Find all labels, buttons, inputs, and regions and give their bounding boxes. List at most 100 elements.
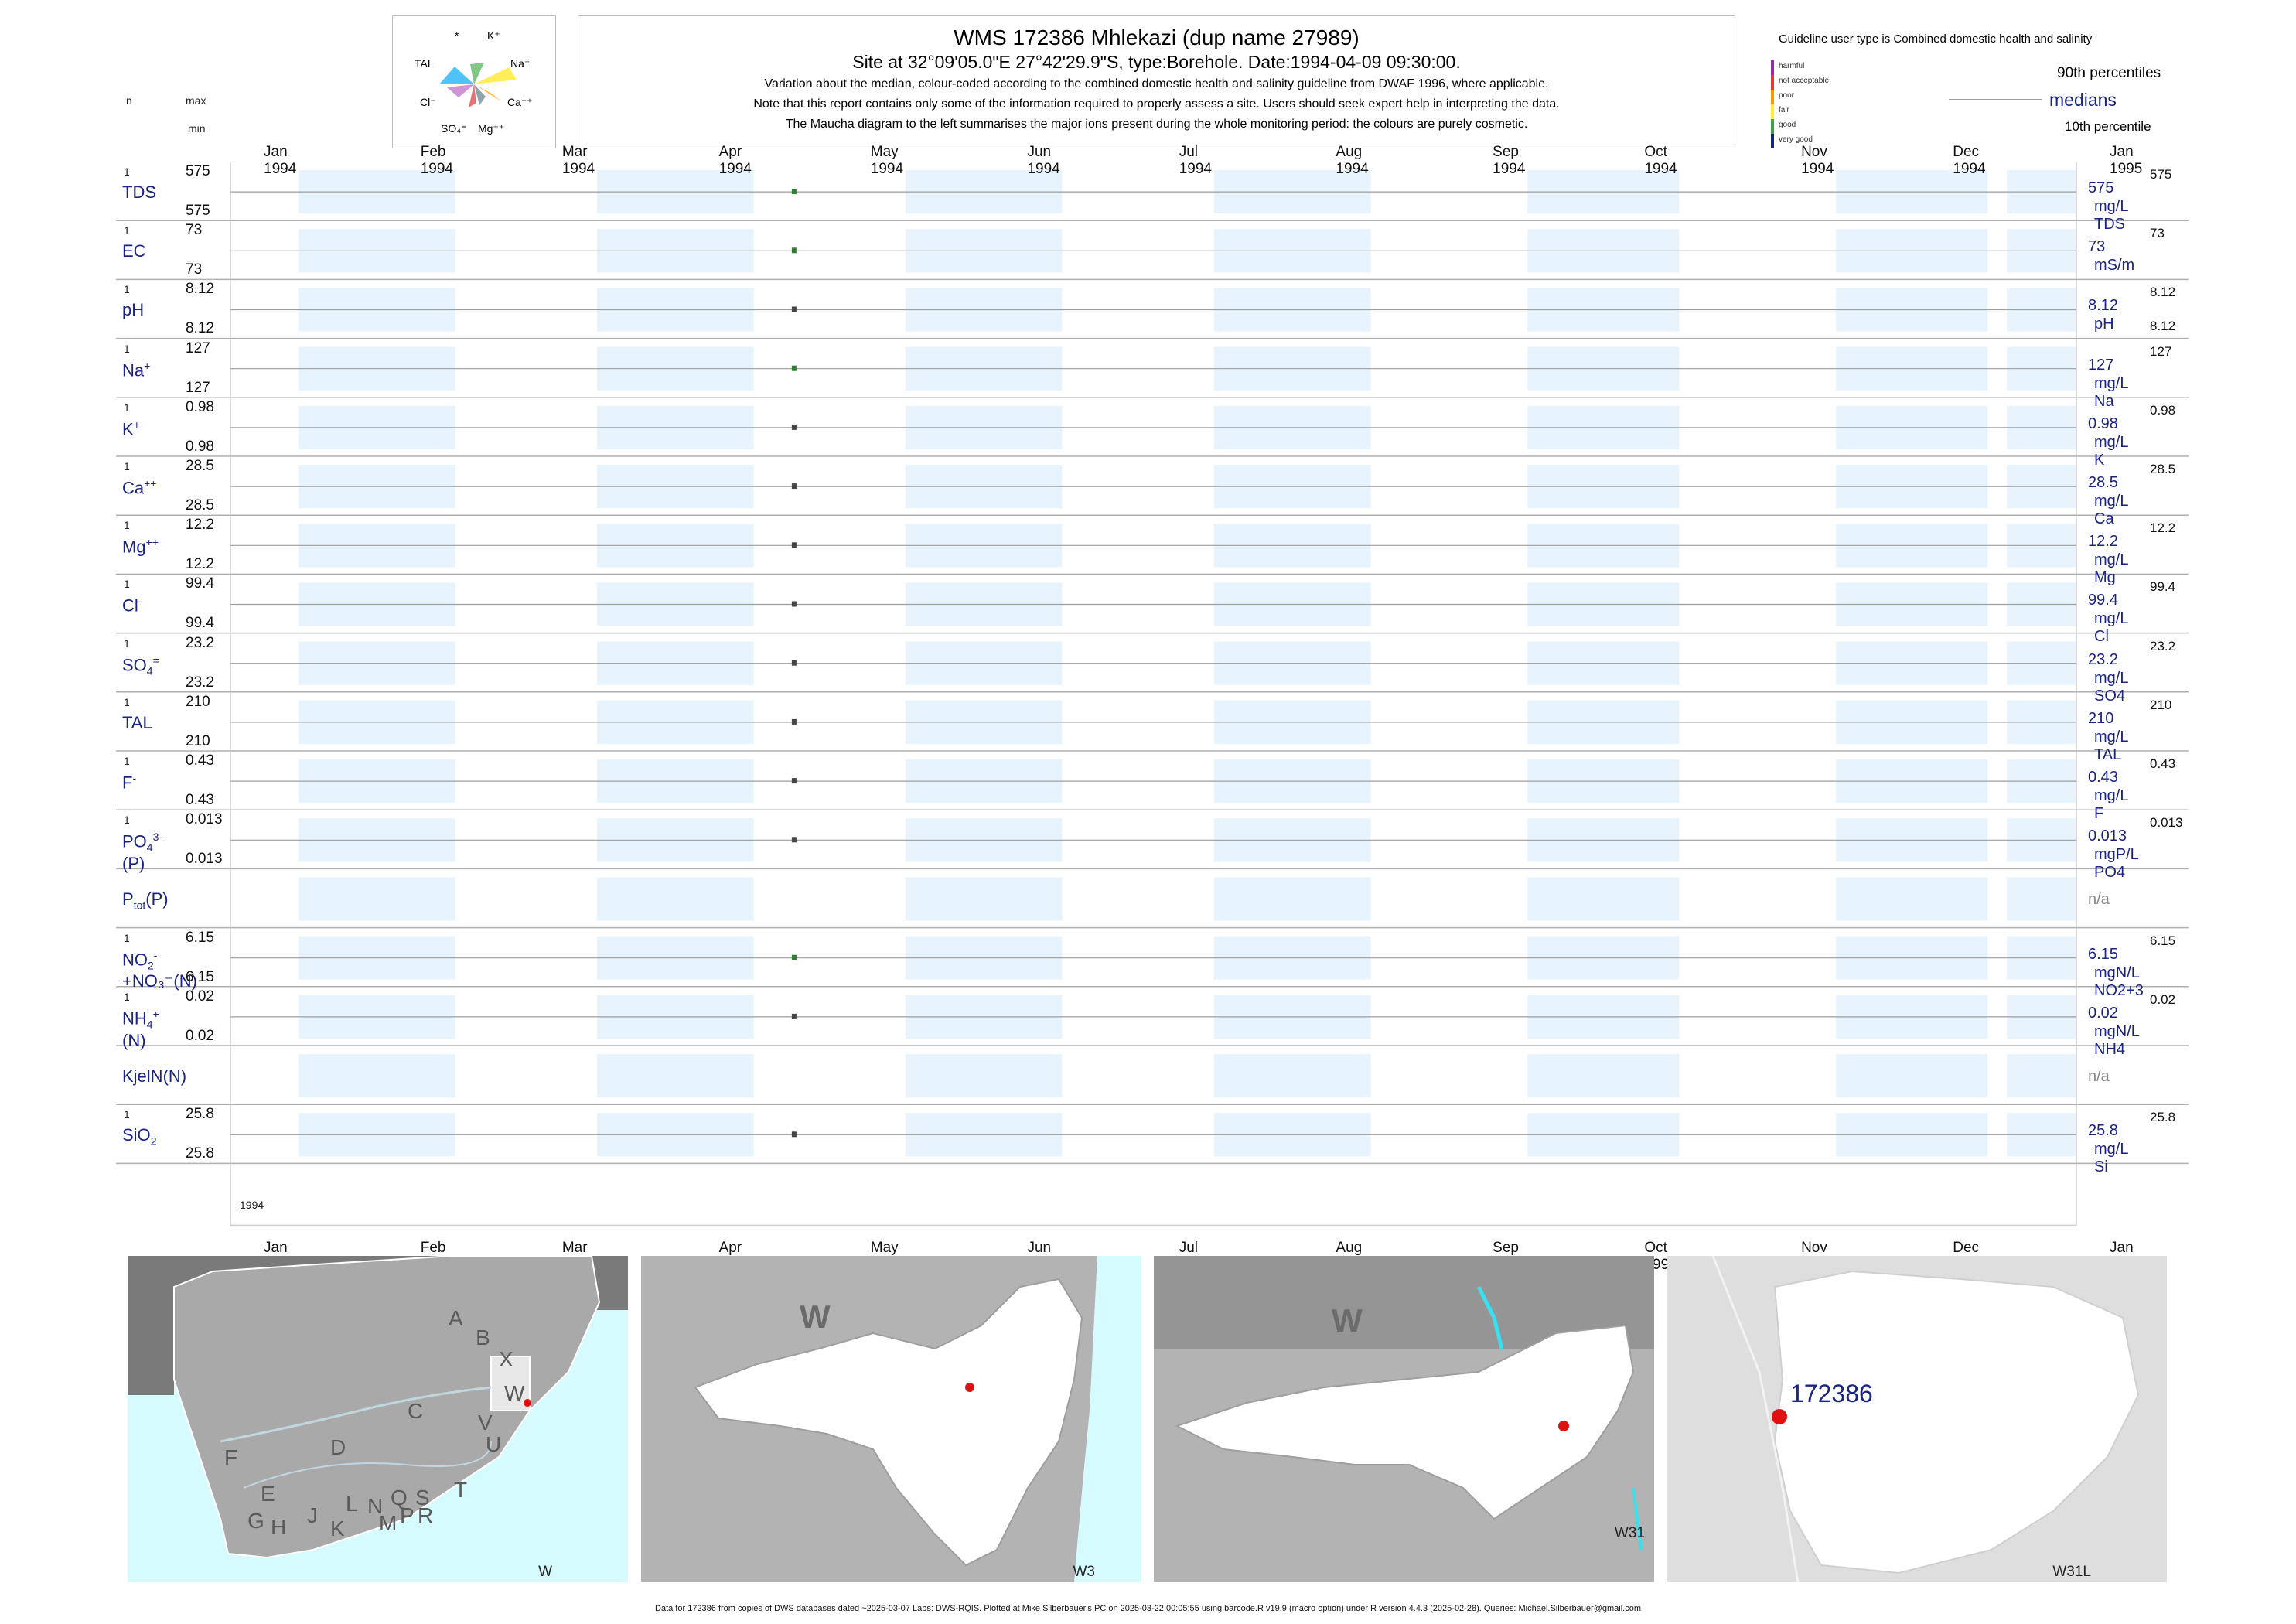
p90-label: 90th percentiles (2057, 65, 2161, 81)
month-label-top: Feb 1994 (420, 144, 453, 177)
description-line: Note that this report contains only some… (753, 97, 1560, 111)
max-value: 25.8 (186, 1106, 214, 1123)
map-region-label: B (476, 1325, 490, 1349)
max-value: 575 (186, 163, 210, 179)
guideline-title: Guideline user type is Combined domestic… (1779, 32, 2093, 46)
max-value: 23.2 (186, 634, 214, 651)
maucha-label: * (455, 29, 459, 42)
median-value: 0.013 (2088, 827, 2127, 845)
map-region-label: A (449, 1306, 463, 1330)
month-shade (1527, 1054, 1680, 1098)
parameter-label: Na+ (122, 360, 150, 380)
month-label-top: May 1994 (870, 144, 904, 177)
min-value: 25.8 (186, 1145, 214, 1162)
sample-point (791, 247, 797, 254)
sample-point (791, 189, 797, 195)
p90-value: 0.02 (2150, 991, 2176, 1007)
unit-label: mg/L Mg (2094, 551, 2128, 587)
sample-count: 1 (124, 283, 130, 296)
map-w31-svg (1154, 1256, 1654, 1551)
parameter-label: SO4= (122, 654, 159, 677)
map-region-label: F (224, 1445, 238, 1469)
sample-count: 1 (124, 519, 130, 532)
parameter-label: KjelN(N) (122, 1066, 186, 1087)
min-value: 8.12 (186, 320, 214, 337)
maucha-diagram: * K⁺ TAL Na⁺ Cl⁻ Ca⁺⁺ SO₄⁼ Mg⁺⁺ (392, 15, 556, 148)
max-value: 99.4 (186, 575, 214, 592)
p90-value: 25.8 (2150, 1110, 2176, 1125)
unit-label: mS/m (2094, 257, 2135, 275)
sample-point (791, 306, 797, 312)
parameter-label: EC (122, 241, 146, 261)
month-shade (1527, 877, 1680, 921)
map-region-label: M (379, 1511, 397, 1535)
description-line: Variation about the median, colour-coded… (764, 77, 1549, 90)
median-value: 0.02 (2088, 1004, 2118, 1022)
unit-label: mg/L SO4 (2094, 669, 2128, 705)
description-line: The Maucha diagram to the left summarise… (785, 118, 1528, 131)
parameter-superscript: ++ (145, 536, 159, 549)
month-label-top: Oct 1994 (1644, 144, 1677, 177)
median-value: 8.12 (2088, 297, 2118, 315)
maucha-segment-mg (474, 84, 486, 105)
min-value: 0.43 (186, 792, 214, 808)
min-header: min (188, 122, 206, 135)
parameter-name: TDS (122, 183, 156, 202)
sample-point (791, 483, 797, 490)
parameter-name: KjelN(N) (122, 1066, 187, 1086)
p90-value: 0.43 (2150, 756, 2176, 771)
map-region-label: Q (391, 1486, 408, 1510)
site-info: Site at 32°09'05.0"E 27°42'29.9"S, type:… (852, 52, 1461, 72)
median-value: 28.5 (2088, 474, 2118, 491)
sample-count: 1 (124, 165, 130, 178)
map-big-label: W (800, 1298, 831, 1335)
parameter-superscript: - (153, 948, 158, 961)
map-w3-svg (694, 1256, 1141, 1582)
map-w31l: 172386 W31L (1667, 1256, 2167, 1582)
median-value: 73 (2088, 238, 2106, 256)
guideline-level-label: very good (1779, 135, 1813, 144)
parameter-name: NO (122, 949, 148, 969)
sample-point (791, 778, 797, 784)
year-label: 1994- (240, 1199, 268, 1212)
map-region-label: K (330, 1517, 345, 1540)
maucha-label: SO₄⁼ (441, 122, 466, 135)
month-shade (2007, 877, 2076, 921)
p90-value: 28.5 (2150, 462, 2176, 476)
map-south-africa-svg (128, 1256, 628, 1559)
p90-value: 23.2 (2150, 638, 2176, 653)
unit-label: mgN/L NO2+3 (2094, 964, 2144, 999)
parameter-name: pH (122, 300, 145, 320)
parameter-label: PO43- (P) (122, 831, 162, 874)
maucha-label: Mg⁺⁺ (478, 122, 504, 135)
parameter-label: Ca++ (122, 477, 156, 498)
min-value: 28.5 (186, 497, 214, 513)
median-value: 210 (2088, 709, 2114, 727)
sample-count: 1 (124, 460, 130, 473)
maucha-segment-cl (447, 84, 474, 97)
parameter-suffix: (P) (145, 889, 169, 909)
parameter-superscript: - (138, 595, 142, 608)
map-region-label: E (261, 1482, 275, 1506)
parameter-superscript: + (152, 1007, 159, 1020)
sample-count: 1 (124, 931, 130, 944)
p90-value: 127 (2150, 343, 2172, 359)
sample-count: 1 (124, 695, 130, 708)
min-value: 0.013 (186, 851, 223, 868)
guideline-level-label: not acceptable (1779, 77, 1830, 85)
month-shade (2007, 1054, 2076, 1098)
unit-label: mg/L Si (2094, 1141, 2128, 1176)
sample-point (791, 1013, 797, 1019)
parameter-subscript: tot (133, 899, 146, 912)
map-region-label: J (307, 1503, 318, 1527)
parameter-superscript: 3- (152, 831, 163, 844)
month-label-top: Apr 1994 (718, 144, 752, 177)
p90-value: 73 (2150, 226, 2165, 241)
maucha-label: TAL (415, 57, 434, 70)
parameter-label: SiO2 (122, 1125, 156, 1147)
maucha-segment-tal (439, 67, 474, 84)
page-title: WMS 172386 Mhlekazi (dup name 27989) (954, 26, 1360, 49)
sample-count: 1 (124, 342, 130, 355)
median-value: 127 (2088, 356, 2114, 374)
sample-point (791, 954, 797, 960)
